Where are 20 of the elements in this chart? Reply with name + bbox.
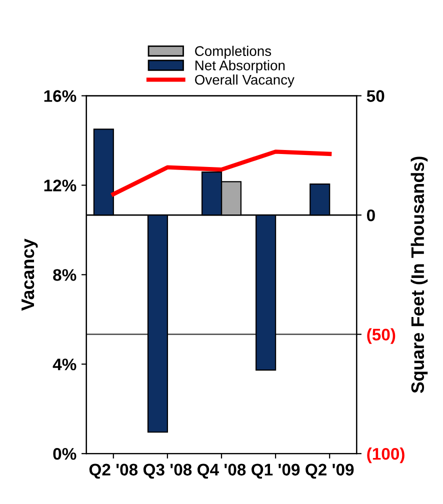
legend-label: Overall Vacancy (195, 74, 294, 88)
x-tick-label: Q2 '08 (89, 464, 138, 479)
x-tick-label: Q4 '08 (198, 464, 246, 479)
y2-tick-label: (50) (367, 328, 396, 344)
y-tick-label: 4% (52, 358, 76, 370)
y2-tick-label: (100) (367, 448, 404, 464)
legend-label: Completions (195, 46, 272, 59)
y2-axis-title: Square Feet (In Thousands) (410, 156, 428, 394)
x-tick-label: Q2 '09 (306, 464, 354, 479)
y-tick-label: 12% (44, 180, 76, 192)
y2-tick-label: 50 (366, 90, 384, 102)
x-tick-label: Q3 '08 (143, 464, 192, 479)
y-tick-label: 0% (53, 448, 76, 460)
legend-label: Net Absorption (196, 60, 285, 74)
y2-tick-label: 0 (366, 209, 375, 222)
line-series (111, 150, 332, 196)
x-tick-label: Q1 '09 (252, 464, 300, 479)
y-tick-label: 8% (53, 269, 76, 281)
y-tick-label: 16% (44, 90, 76, 102)
y-axis-title: Vacancy (22, 238, 38, 311)
